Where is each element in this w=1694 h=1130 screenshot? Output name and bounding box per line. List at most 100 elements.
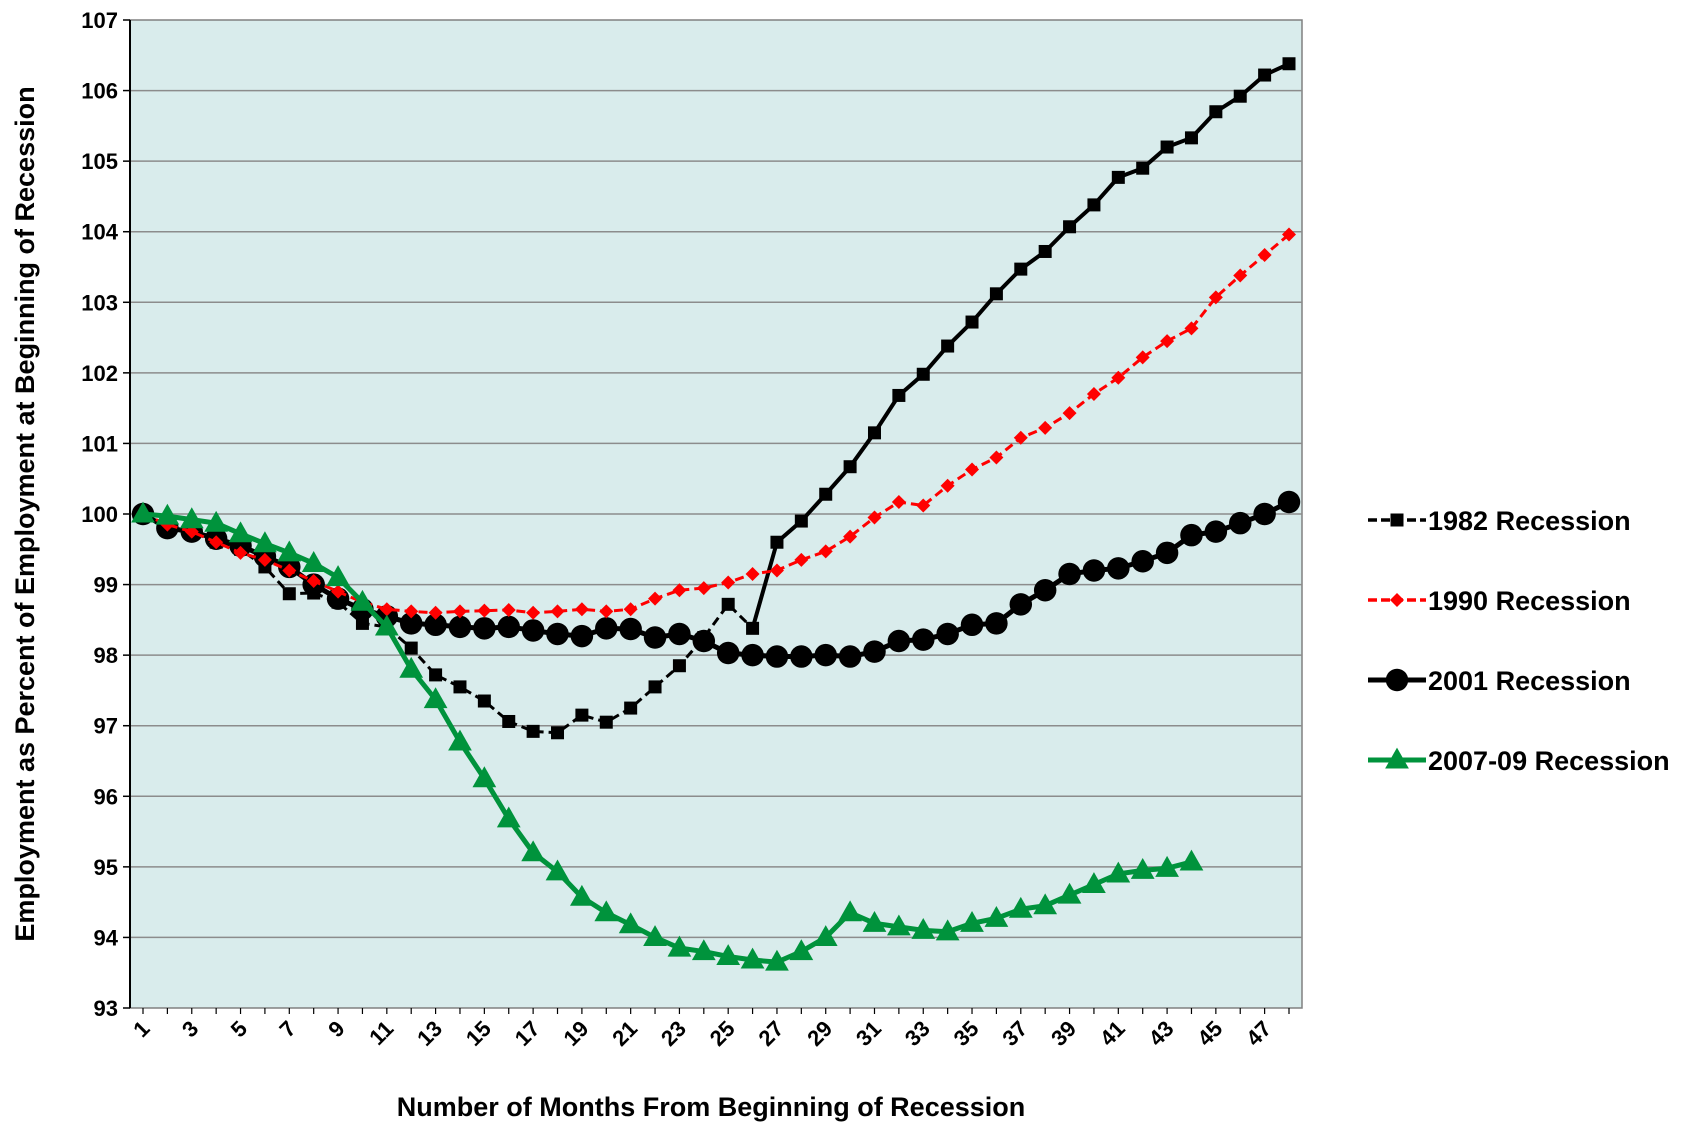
y-tick-label: 106: [81, 79, 118, 104]
data-point: [204, 510, 229, 532]
data-point: [1009, 593, 1033, 616]
data-point: [941, 339, 955, 353]
legend-item: 2001 Recession: [1368, 666, 1631, 696]
x-tick-label: 19: [558, 1016, 593, 1051]
data-point: [721, 597, 735, 611]
data-point: [1282, 57, 1296, 71]
data-point: [862, 910, 887, 932]
y-tick-label: 104: [81, 220, 118, 245]
data-point: [1082, 872, 1106, 894]
data-point: [1013, 430, 1028, 445]
data-point: [423, 687, 448, 709]
data-point: [1135, 350, 1150, 365]
data-point: [989, 287, 1003, 301]
data-point: [838, 645, 862, 668]
data-point: [1008, 896, 1033, 918]
data-point: [1180, 523, 1203, 547]
data-point: [428, 605, 443, 620]
data-point: [575, 708, 589, 722]
x-tick-label: 39: [1046, 1016, 1081, 1051]
gridlines: [130, 89, 1302, 939]
data-point: [496, 806, 521, 828]
x-tick-label: 11: [364, 1016, 398, 1050]
data-point: [1033, 893, 1058, 915]
data-point: [1106, 861, 1131, 883]
data-point: [404, 604, 419, 619]
data-point: [179, 507, 204, 529]
data-point: [765, 949, 789, 971]
x-tick-label: 37: [997, 1016, 1032, 1051]
data-point: [838, 900, 862, 922]
data-point: [550, 604, 565, 619]
data-point: [984, 906, 1009, 927]
data-point: [935, 919, 960, 941]
legend-marker: [1390, 593, 1404, 607]
data-point: [1228, 511, 1252, 535]
data-point: [1033, 578, 1057, 602]
data-point: [790, 645, 813, 668]
data-point: [965, 462, 980, 477]
data-point: [599, 715, 613, 729]
data-point: [1107, 557, 1130, 580]
data-point: [570, 884, 594, 906]
data-point: [599, 604, 614, 619]
data-point: [301, 551, 326, 572]
data-point: [502, 714, 516, 728]
data-point: [1184, 321, 1199, 336]
y-tick-label: 94: [94, 925, 119, 950]
data-point: [965, 315, 979, 329]
data-point: [155, 503, 180, 525]
data-point: [1082, 559, 1106, 582]
legend-item: 2007-09 Recession: [1368, 746, 1670, 776]
data-point: [892, 388, 906, 402]
data-point: [648, 591, 663, 606]
data-point: [521, 840, 546, 862]
x-tick-label: 23: [656, 1016, 691, 1051]
data-point: [545, 859, 570, 881]
data-point: [452, 604, 467, 619]
data-point: [521, 619, 545, 642]
x-tick-label: 43: [1144, 1016, 1179, 1051]
data-point: [911, 918, 936, 939]
data-point: [453, 680, 467, 694]
data-point: [1130, 858, 1155, 879]
data-point: [716, 641, 740, 665]
series-line: [142, 233, 1290, 615]
data-point: [131, 501, 155, 523]
data-point: [1111, 370, 1126, 385]
data-point: [331, 584, 346, 599]
data-point: [936, 622, 959, 646]
data-point: [1111, 170, 1125, 184]
data-point: [1204, 520, 1228, 543]
x-tick-label: 21: [607, 1016, 642, 1051]
x-tick-label: 7: [274, 1016, 300, 1042]
data-point: [306, 574, 321, 589]
data-point: [623, 602, 638, 617]
data-point: [1160, 334, 1175, 349]
data-point: [1160, 140, 1174, 154]
y-tick-label: 97: [94, 714, 118, 739]
data-point: [740, 947, 765, 969]
y-tick-label: 99: [94, 573, 118, 598]
data-point: [526, 605, 541, 620]
data-point: [1277, 490, 1301, 514]
x-tick-label: 3: [177, 1016, 203, 1042]
data-point: [424, 613, 447, 637]
y-tick-label: 101: [81, 431, 118, 456]
data-point: [619, 617, 642, 641]
data-point: [1179, 849, 1204, 871]
x-tick-label: 5: [226, 1016, 252, 1042]
data-point: [1233, 89, 1247, 103]
data-point: [1058, 562, 1081, 586]
data-point: [696, 581, 711, 596]
data-point: [326, 565, 350, 587]
data-point: [277, 540, 302, 562]
legend: 1982 Recession 1990 Recession 2001 Recessi…: [1368, 506, 1670, 776]
data-point: [570, 624, 594, 648]
data-point: [1062, 406, 1077, 421]
data-point: [574, 602, 589, 617]
data-point: [1233, 268, 1248, 283]
data-point: [399, 612, 423, 635]
x-tick-label: 27: [754, 1016, 789, 1051]
x-axis-ticks: 1 3 5 7 9 11 13 15 17 19 21 23 25 27 29 31 33 35 37 39 41 43 4…: [128, 1008, 1290, 1051]
